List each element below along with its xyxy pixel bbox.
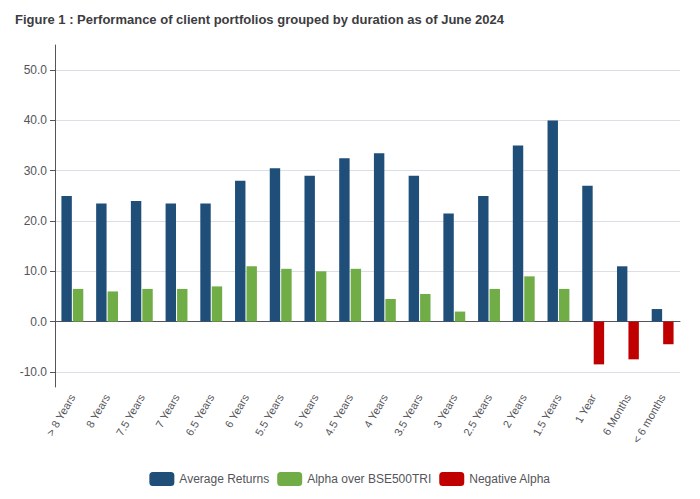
svg-text:40.0: 40.0	[24, 113, 48, 127]
svg-text:7 Years: 7 Years	[153, 392, 182, 430]
svg-text:8 Years: 8 Years	[84, 392, 113, 430]
svg-text:5.5 Years: 5.5 Years	[253, 392, 287, 438]
svg-text:Average Returns: Average Returns	[179, 472, 269, 486]
svg-text:10.0: 10.0	[24, 264, 48, 278]
svg-text:3 Years: 3 Years	[431, 392, 460, 430]
svg-text:30.0: 30.0	[24, 164, 48, 178]
svg-text:< 6 months: < 6 months	[630, 392, 668, 446]
svg-text:1 Year: 1 Year	[572, 392, 598, 425]
svg-text:Figure 1 : Performance of clie: Figure 1 : Performance of client portfol…	[15, 12, 505, 27]
svg-text:3.5 Years: 3.5 Years	[391, 392, 425, 438]
svg-text:5 Years: 5 Years	[292, 392, 321, 430]
svg-text:4 Years: 4 Years	[361, 392, 390, 430]
svg-text:2.5 Years: 2.5 Years	[461, 392, 495, 438]
svg-text:6 Months: 6 Months	[600, 392, 633, 438]
svg-text:6 Years: 6 Years	[222, 392, 251, 430]
svg-text:Negative Alpha: Negative Alpha	[469, 472, 550, 486]
svg-text:0.0: 0.0	[30, 315, 47, 329]
svg-text:> 8 Years: > 8 Years	[44, 392, 78, 438]
svg-text:20.0: 20.0	[24, 214, 48, 228]
svg-text:50.0: 50.0	[24, 63, 48, 77]
svg-text:2 Years: 2 Years	[500, 392, 529, 430]
svg-text:1.5 Years: 1.5 Years	[530, 392, 564, 438]
svg-text:4.5 Years: 4.5 Years	[322, 392, 356, 438]
svg-text:-10.0: -10.0	[20, 365, 48, 379]
svg-text:7.5 Years: 7.5 Years	[114, 392, 148, 438]
svg-text:6.5 Years: 6.5 Years	[183, 392, 217, 438]
svg-text:Alpha over BSE500TRI: Alpha over BSE500TRI	[307, 472, 431, 486]
